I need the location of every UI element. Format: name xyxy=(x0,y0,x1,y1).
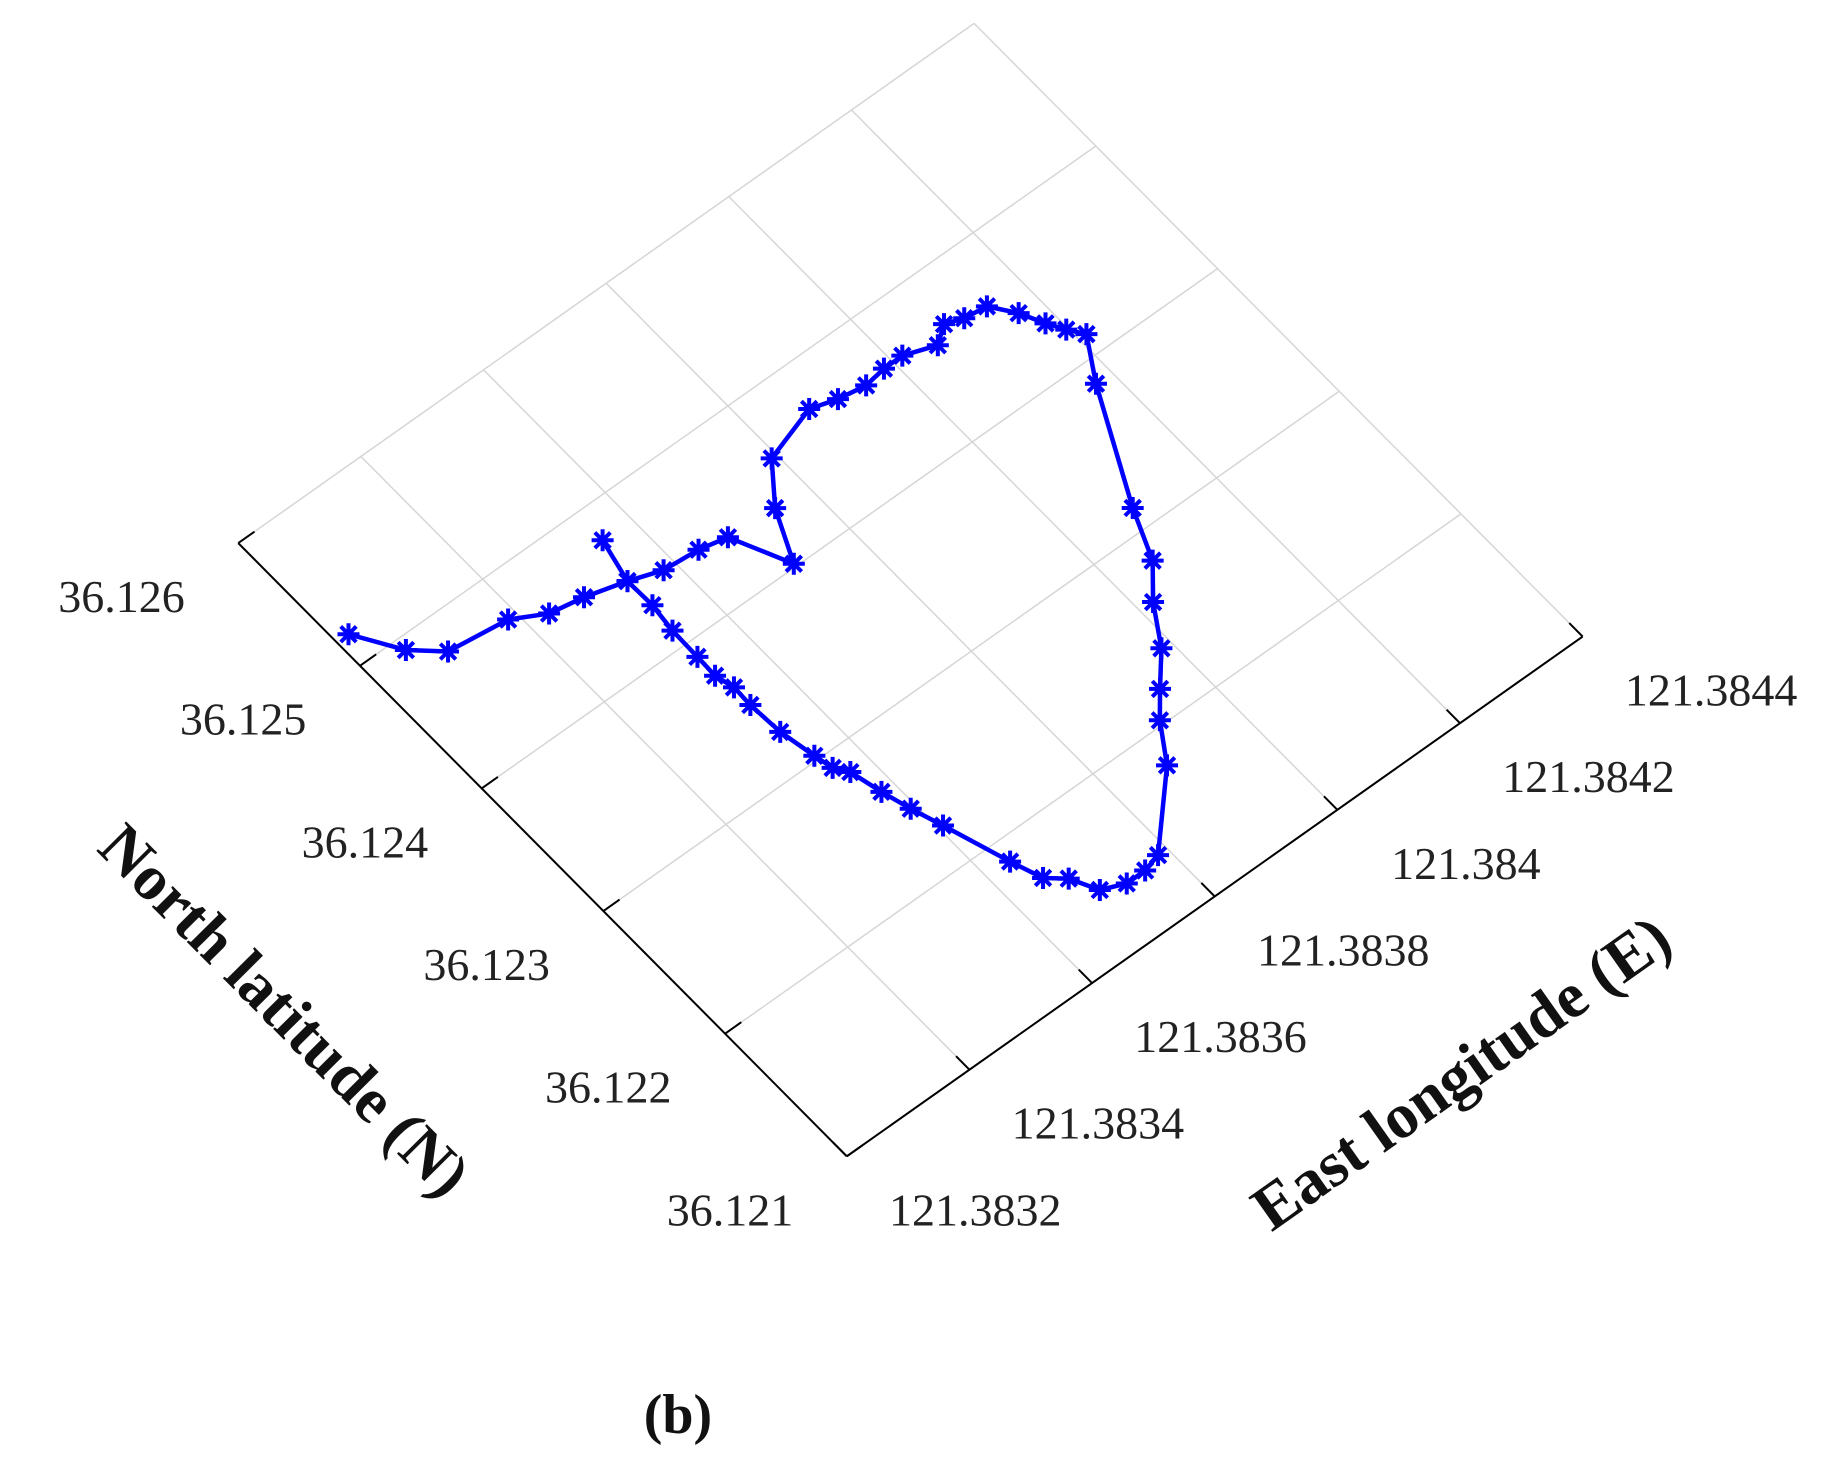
x-tick-label: 121.3832 xyxy=(889,1184,1062,1235)
y-axis-line xyxy=(237,542,848,1158)
point-marker xyxy=(616,570,639,593)
x-tick xyxy=(1568,622,1584,638)
point-marker xyxy=(839,761,862,784)
point-marker xyxy=(826,388,849,411)
grid-line xyxy=(850,109,1461,724)
point-marker xyxy=(760,447,783,470)
point-marker xyxy=(1148,709,1171,732)
point-marker xyxy=(769,720,792,743)
point-marker xyxy=(1141,549,1164,572)
point-marker xyxy=(764,497,787,520)
point-marker xyxy=(1147,844,1170,867)
point-marker xyxy=(855,374,878,397)
y-tick xyxy=(359,653,377,667)
point-marker xyxy=(722,676,745,699)
point-marker xyxy=(652,559,675,582)
point-marker xyxy=(1084,372,1107,395)
point-marker xyxy=(891,344,914,367)
x-tick xyxy=(1200,882,1216,898)
grid-line xyxy=(481,268,1218,790)
point-marker xyxy=(573,586,596,609)
point-marker xyxy=(661,619,684,642)
point-marker xyxy=(933,313,956,336)
y-tick-label: 36.122 xyxy=(545,1062,672,1113)
point-marker xyxy=(1032,866,1055,889)
y-tick-label: 36.121 xyxy=(667,1184,794,1235)
x-tick-label: 121.384 xyxy=(1391,838,1541,889)
point-marker xyxy=(953,307,976,330)
point-marker xyxy=(686,645,709,668)
point-marker xyxy=(1156,754,1179,777)
point-marker xyxy=(803,744,826,767)
grid-line xyxy=(605,282,1216,897)
x-tick xyxy=(955,1055,971,1071)
point-marker xyxy=(337,623,360,646)
grid-line xyxy=(602,390,1340,912)
point-marker xyxy=(739,693,762,716)
y-tick xyxy=(846,1144,864,1158)
point-marker xyxy=(821,756,844,779)
x-tick-label: 121.3838 xyxy=(1257,924,1430,975)
y-tick xyxy=(237,530,256,544)
point-marker xyxy=(1121,496,1144,519)
point-marker xyxy=(641,594,664,617)
point-marker xyxy=(798,397,821,420)
point-marker xyxy=(1007,302,1030,325)
x-tick xyxy=(832,1142,848,1158)
point-marker xyxy=(1149,677,1172,700)
grid-line xyxy=(360,455,970,1071)
point-marker xyxy=(704,664,727,687)
point-marker xyxy=(1057,867,1080,890)
caption: (b) xyxy=(644,1384,712,1446)
y-tick xyxy=(481,776,499,790)
y-tick-label: 36.123 xyxy=(423,939,550,990)
point-marker xyxy=(1034,312,1057,335)
y-axis-title: North latitude (N) xyxy=(86,810,485,1211)
grid-line xyxy=(237,22,975,544)
grid-line xyxy=(728,196,1338,811)
x-tick xyxy=(1077,968,1093,984)
y-tick-label: 36.126 xyxy=(58,571,185,622)
grid-line xyxy=(724,513,1462,1035)
point-marker xyxy=(1134,859,1157,882)
y-tick-label: 36.125 xyxy=(180,694,307,745)
point-marker xyxy=(975,295,998,318)
y-tick xyxy=(602,898,621,912)
grid-line xyxy=(483,369,1093,984)
point-marker xyxy=(1075,323,1098,346)
point-marker xyxy=(437,640,460,663)
point-marker xyxy=(687,538,710,561)
point-marker xyxy=(1088,878,1111,901)
point-marker xyxy=(1142,591,1165,614)
grid-line xyxy=(359,145,1097,667)
x-tick-label: 121.3836 xyxy=(1134,1011,1307,1062)
point-marker xyxy=(932,814,955,837)
point-marker xyxy=(1055,318,1078,341)
point-marker xyxy=(926,334,949,357)
point-marker xyxy=(872,357,895,380)
point-marker xyxy=(716,526,739,549)
point-marker xyxy=(1115,872,1138,895)
point-marker xyxy=(591,529,614,552)
point-marker xyxy=(394,639,417,662)
x-tick-label: 121.3844 xyxy=(1625,665,1798,716)
x-tick-label: 121.3842 xyxy=(1502,751,1675,802)
y-tick xyxy=(724,1021,742,1035)
grid-line xyxy=(973,22,1584,638)
point-marker xyxy=(870,780,893,803)
point-marker xyxy=(1150,637,1173,660)
y-tick-label: 36.124 xyxy=(302,816,429,867)
point-marker xyxy=(497,608,520,631)
point-marker xyxy=(538,602,561,625)
x-tick-label: 121.3834 xyxy=(1012,1098,1185,1149)
point-marker xyxy=(999,850,1022,873)
point-marker xyxy=(782,552,805,575)
x-tick xyxy=(1323,795,1339,811)
x-tick xyxy=(1445,708,1461,724)
point-marker xyxy=(899,797,922,820)
